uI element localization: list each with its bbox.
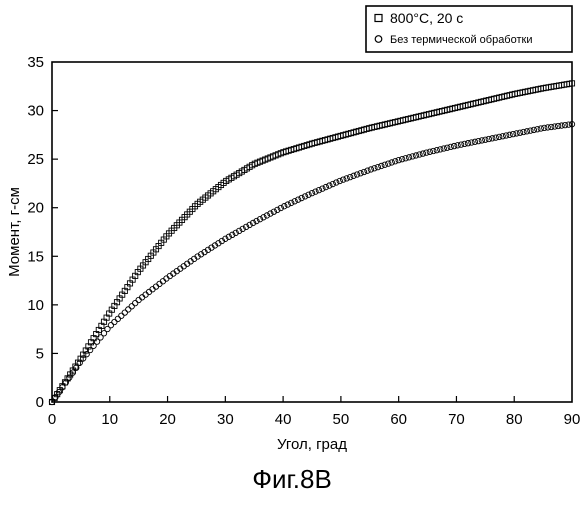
y-tick-label: 25: [27, 151, 44, 168]
y-tick-label: 0: [36, 394, 44, 411]
data-point-circle: [119, 313, 124, 318]
data-point-circle: [351, 173, 356, 178]
data-point-circle: [344, 176, 349, 181]
data-point-circle: [115, 316, 120, 321]
y-tick-label: 30: [27, 103, 44, 120]
data-point-circle: [372, 166, 377, 171]
series-layer: [49, 81, 574, 405]
data-point-circle: [133, 300, 138, 305]
data-point-circle: [334, 180, 339, 185]
y-tick-label: 10: [27, 297, 44, 314]
data-point-circle: [327, 183, 332, 188]
data-point-circle: [129, 304, 134, 309]
data-point-circle: [126, 307, 131, 312]
data-point-circle: [313, 189, 318, 194]
legend: 800°C, 20 с Без термической обработки: [366, 6, 572, 52]
x-axis-label: Угол, град: [277, 436, 347, 453]
data-point-circle: [358, 171, 363, 176]
data-point-circle: [396, 157, 401, 162]
data-point-circle: [337, 178, 342, 183]
data-point-circle: [413, 153, 418, 158]
plot-frame: [52, 62, 572, 402]
y-tick-label: 35: [27, 54, 44, 71]
x-tick-label: 80: [506, 411, 523, 428]
data-point-circle: [417, 152, 422, 157]
x-tick-label: 60: [390, 411, 407, 428]
data-point-circle: [112, 319, 117, 324]
data-point-circle: [393, 159, 398, 164]
data-point-circle: [379, 163, 384, 168]
x-tick-label: 70: [448, 411, 465, 428]
data-point-circle: [399, 156, 404, 161]
x-tick-label: 10: [101, 411, 118, 428]
data-point-circle: [365, 168, 370, 173]
figure-caption: Фиг.8B: [252, 464, 332, 494]
data-point-circle: [341, 177, 346, 182]
data-point-circle: [389, 160, 394, 165]
data-point-circle: [122, 310, 127, 315]
y-tick-label: 15: [27, 248, 44, 265]
y-ticks: 0 5 10 15 20 25 30 35: [27, 54, 58, 411]
data-point-circle: [108, 322, 113, 327]
series-2-points: [49, 121, 574, 404]
data-point-circle: [330, 181, 335, 186]
x-tick-label: 0: [48, 411, 56, 428]
data-point-circle: [368, 167, 373, 172]
data-point-circle: [354, 172, 359, 177]
x-tick-label: 90: [564, 411, 581, 428]
data-point-circle: [323, 184, 328, 189]
data-point-circle: [406, 155, 411, 160]
legend-label-series-2: Без термической обработки: [390, 34, 532, 46]
data-point-circle: [320, 186, 325, 191]
x-tick-label: 50: [333, 411, 350, 428]
y-axis-label: Момент, г-см: [6, 187, 23, 277]
y-tick-label: 20: [27, 200, 44, 217]
data-point-circle: [316, 187, 321, 192]
series-1-points: [49, 81, 574, 405]
data-point-circle: [420, 151, 425, 156]
x-ticks: 0 10 20 30 40 50 60 70 80 90: [48, 396, 581, 428]
x-tick-label: 40: [275, 411, 292, 428]
x-tick-label: 30: [217, 411, 234, 428]
y-tick-label: 5: [36, 345, 44, 362]
legend-label-series-1: 800°C, 20 с: [390, 10, 463, 26]
x-tick-label: 20: [159, 411, 176, 428]
data-point-circle: [403, 156, 408, 161]
data-point-circle: [410, 154, 415, 159]
data-point-circle: [375, 164, 380, 169]
data-point-circle: [386, 161, 391, 166]
data-point-circle: [382, 162, 387, 167]
data-point-circle: [361, 169, 366, 174]
data-point-circle: [424, 150, 429, 155]
data-point-circle: [347, 174, 352, 179]
